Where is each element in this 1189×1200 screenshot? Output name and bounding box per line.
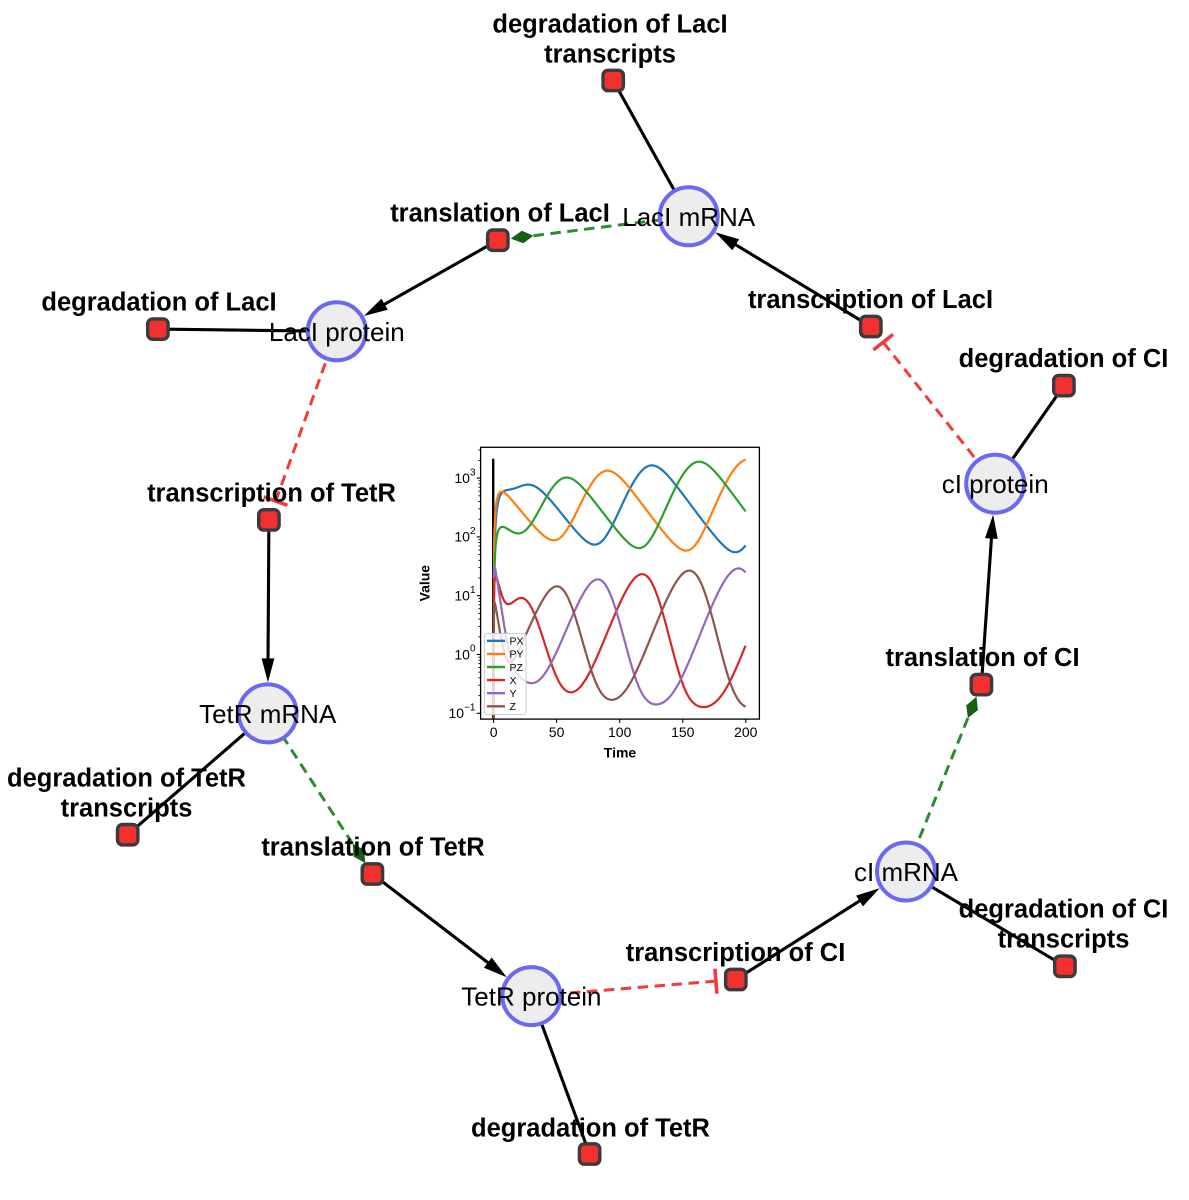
svg-text:cI protein: cI protein <box>942 469 1049 499</box>
svg-text:degradation of TetR: degradation of TetR <box>7 765 246 793</box>
svg-text:Z: Z <box>510 701 517 713</box>
svg-text:TetR protein: TetR protein <box>461 982 601 1012</box>
svg-text:X: X <box>510 675 517 687</box>
svg-text:10: 10 <box>454 470 470 486</box>
svg-text:PX: PX <box>510 636 524 648</box>
svg-text:Time: Time <box>604 745 637 761</box>
svg-text:50: 50 <box>549 724 565 740</box>
svg-text:degradation of CI: degradation of CI <box>959 896 1169 924</box>
svg-text:−1: −1 <box>464 703 476 714</box>
svg-text:10: 10 <box>454 646 470 662</box>
svg-text:Y: Y <box>510 688 517 700</box>
svg-text:degradation of LacI: degradation of LacI <box>492 11 727 39</box>
svg-text:PZ: PZ <box>510 662 524 674</box>
svg-text:translation of CI: translation of CI <box>885 644 1079 672</box>
svg-text:degradation of LacI: degradation of LacI <box>41 289 276 317</box>
svg-text:translation of LacI: translation of LacI <box>390 200 610 228</box>
svg-text:2: 2 <box>470 526 476 537</box>
svg-text:150: 150 <box>671 724 695 740</box>
svg-text:0: 0 <box>470 644 476 655</box>
svg-text:translation of TetR: translation of TetR <box>261 834 484 862</box>
svg-text:0: 0 <box>490 724 498 740</box>
svg-text:transcripts: transcripts <box>544 41 676 69</box>
svg-text:3: 3 <box>470 467 476 478</box>
svg-text:10: 10 <box>454 588 470 604</box>
svg-text:200: 200 <box>734 724 758 740</box>
svg-text:transcripts: transcripts <box>61 795 193 823</box>
svg-text:1: 1 <box>470 585 476 596</box>
svg-text:transcription of TetR: transcription of TetR <box>147 480 396 508</box>
svg-text:transcription of CI: transcription of CI <box>626 939 846 967</box>
svg-text:transcription of LacI: transcription of LacI <box>748 286 993 314</box>
svg-text:cI mRNA: cI mRNA <box>854 857 959 887</box>
svg-text:TetR mRNA: TetR mRNA <box>199 699 337 729</box>
svg-text:100: 100 <box>608 724 632 740</box>
svg-text:Value: Value <box>417 565 433 602</box>
svg-text:10: 10 <box>454 529 470 545</box>
svg-text:LacI mRNA: LacI mRNA <box>622 202 756 232</box>
svg-text:degradation of CI: degradation of CI <box>959 345 1169 373</box>
svg-text:PY: PY <box>510 649 524 661</box>
svg-text:transcripts: transcripts <box>998 926 1130 954</box>
svg-text:LacI protein: LacI protein <box>269 317 405 347</box>
svg-text:10: 10 <box>449 705 465 721</box>
svg-text:degradation of TetR: degradation of TetR <box>471 1115 710 1143</box>
